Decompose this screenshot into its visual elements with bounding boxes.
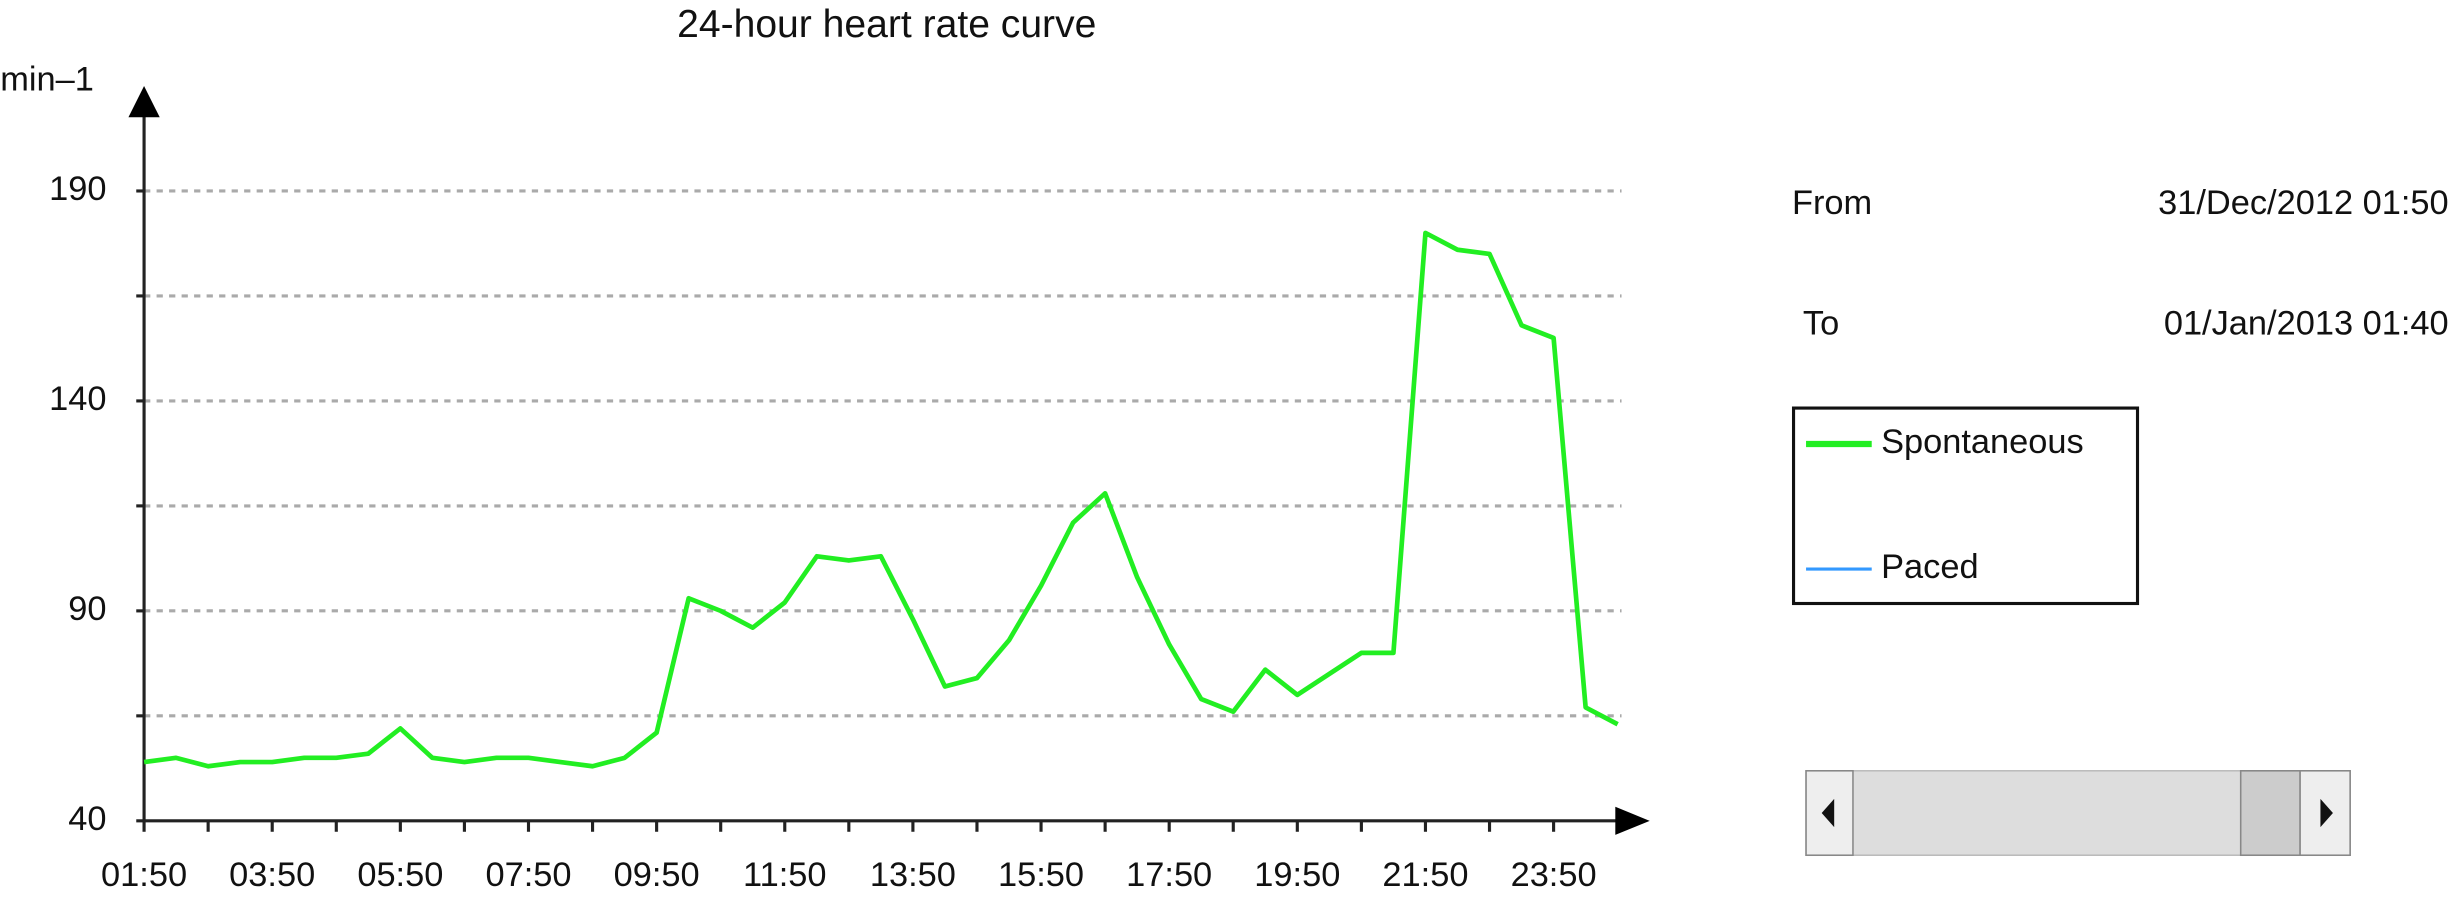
x-tick-label: 23:50: [1511, 856, 1597, 894]
y-axis-arrow: [128, 85, 160, 118]
y-tick-label: 40: [68, 800, 106, 838]
x-tick-label: 21:50: [1382, 856, 1468, 894]
x-tick-label: 07:50: [485, 856, 571, 894]
from-value: 31/Dec/2012 01:50: [2158, 184, 2449, 222]
x-axis-arrow: [1615, 806, 1650, 835]
left-arrow-icon: [1821, 798, 1835, 828]
x-tick-label: 17:50: [1126, 856, 1212, 894]
legend-box: [1791, 406, 2140, 606]
to-value: 01/Jan/2013 01:40: [2164, 304, 2449, 342]
legend-label: Spontaneous: [1881, 423, 2084, 461]
scroll-thumb[interactable]: [2239, 770, 2301, 857]
y-tick-label: 140: [49, 380, 106, 418]
scrollbar[interactable]: [1805, 770, 2351, 857]
legend-label: Paced: [1881, 548, 1978, 586]
right-arrow-icon: [2320, 798, 2333, 828]
chart-title: 24-hour heart rate curve: [677, 3, 1096, 46]
y-tick-label: 90: [68, 590, 106, 628]
x-tick-label: 05:50: [357, 856, 443, 894]
from-label: From: [1792, 184, 1872, 222]
x-tick-label: 03:50: [229, 856, 315, 894]
x-tick-label: 19:50: [1254, 856, 1340, 894]
data-line: [143, 230, 1619, 769]
x-tick-label: 09:50: [614, 856, 700, 894]
x-tick-label: 01:50: [101, 856, 187, 894]
x-tick-label: 15:50: [998, 856, 1084, 894]
y-tick-label: 190: [49, 170, 106, 208]
to-label: To: [1803, 304, 1839, 342]
x-tick-label: 13:50: [870, 856, 956, 894]
y-axis-label: min–1: [0, 60, 94, 98]
x-tick-label: 11:50: [743, 856, 826, 894]
